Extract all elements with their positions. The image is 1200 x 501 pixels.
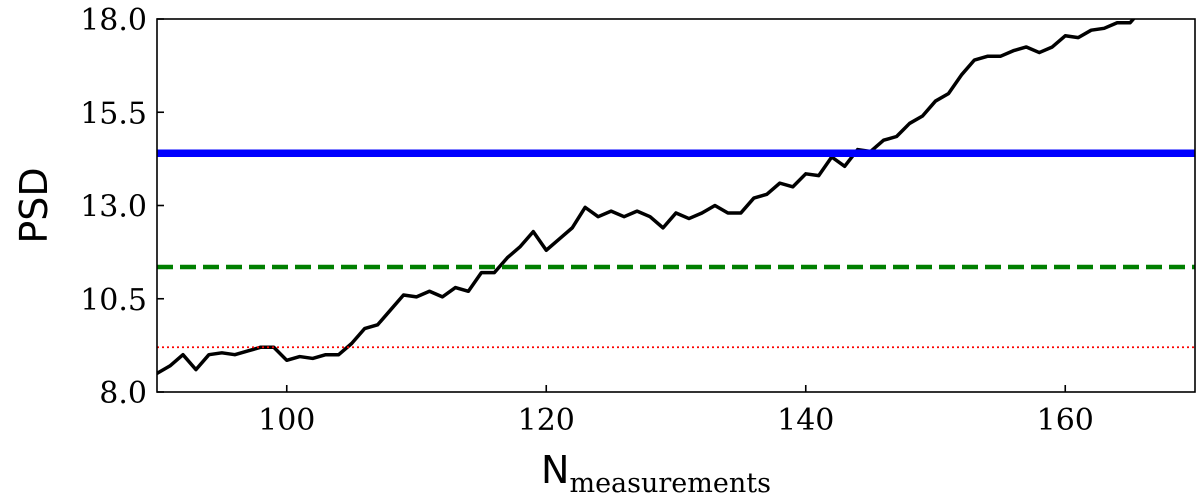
x-tick-label: 160: [1037, 403, 1094, 438]
x-tick-label: 140: [777, 403, 834, 438]
y-tick-label: 8.0: [99, 376, 147, 411]
y-tick-label: 10.5: [80, 283, 147, 318]
plot-area: [157, 19, 1195, 376]
y-tick-label: 13.0: [80, 190, 147, 225]
x-tick-label: 120: [518, 403, 575, 438]
x-axis-label-subscript: measurements: [569, 468, 771, 499]
y-axis-label: PSD: [12, 167, 56, 243]
psd-curve: [157, 19, 1136, 376]
y-tick-label: 15.5: [80, 96, 147, 131]
y-tick-label: 18.0: [80, 3, 147, 38]
x-axis-label-main: N: [541, 448, 569, 492]
axis-ticks: 100 120 140 160 8.0 10.5 13.0 15.5 18.0: [80, 3, 1094, 438]
plot-frame: [156, 18, 1196, 393]
x-axis-label: Nmeasurements: [541, 448, 771, 499]
x-tick-label: 100: [258, 403, 315, 438]
